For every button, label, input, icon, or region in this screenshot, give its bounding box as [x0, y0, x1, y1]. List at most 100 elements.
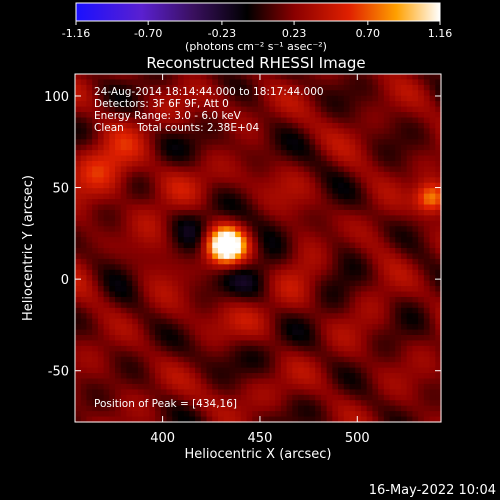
heatmap-cell: [172, 133, 179, 140]
heatmap-cell: [349, 373, 356, 380]
heatmap-cell: [172, 340, 179, 347]
heatmap-cell: [200, 101, 208, 108]
heatmap-cell: [395, 74, 402, 81]
heatmap-cell: [423, 253, 431, 260]
heatmap-cell: [132, 133, 139, 140]
heatmap-cell: [400, 155, 408, 162]
heatmap-cell: [115, 324, 122, 331]
heatmap-cell: [303, 182, 311, 189]
heatmap-cell: [212, 128, 219, 135]
heatmap-cell: [103, 416, 110, 423]
heatmap-cell: [229, 324, 236, 331]
heatmap-cell: [360, 215, 368, 222]
heatmap-cell: [309, 74, 316, 81]
heatmap-cell: [389, 133, 396, 140]
heatmap-cell: [423, 356, 431, 363]
heatmap-cell: [103, 90, 110, 97]
heatmap-cell: [338, 291, 345, 298]
heatmap-cell: [143, 215, 150, 222]
heatmap-cell: [92, 112, 99, 119]
heatmap-cell: [97, 139, 105, 146]
heatmap-cell: [86, 329, 93, 336]
heatmap-cell: [418, 79, 425, 86]
heatmap-cell: [160, 237, 168, 244]
heatmap-cell: [80, 177, 88, 184]
heatmap-cell: [298, 340, 305, 347]
heatmap-cell: [372, 318, 379, 325]
heatmap-cell: [132, 112, 139, 119]
heatmap-cell: [195, 101, 202, 108]
heatmap-cell: [378, 204, 385, 211]
heatmap-cell: [252, 340, 259, 347]
heatmap-cell: [217, 166, 225, 173]
heatmap-cell: [292, 182, 299, 189]
heatmap-cell: [338, 253, 345, 260]
heatmap-cell: [103, 112, 110, 119]
heatmap-cell: [109, 122, 116, 129]
heatmap-cell: [177, 150, 185, 157]
heatmap-cell: [86, 248, 93, 255]
heatmap-cell: [338, 248, 345, 255]
heatmap-cell: [349, 166, 356, 173]
heatmap-cell: [189, 84, 196, 91]
heatmap-cell: [97, 101, 105, 108]
heatmap-cell: [378, 248, 385, 255]
heatmap-cell: [115, 389, 122, 396]
heatmap-cell: [366, 367, 373, 374]
heatmap-cell: [86, 133, 93, 140]
heatmap-cell: [172, 286, 179, 293]
heatmap-cell: [378, 242, 385, 249]
heatmap-cell: [320, 383, 328, 390]
heatmap-cell: [275, 112, 282, 119]
heatmap-cell: [349, 101, 356, 108]
heatmap-cell: [338, 128, 345, 135]
heatmap-cell: [92, 291, 99, 298]
heatmap-cell: [240, 95, 248, 102]
heatmap-cell: [378, 95, 385, 102]
heatmap-cell: [240, 318, 248, 325]
heatmap-cell: [115, 237, 122, 244]
heatmap-cell: [206, 296, 213, 303]
heatmap-cell: [406, 307, 414, 314]
heatmap-cell: [395, 405, 402, 412]
heatmap-cell: [120, 122, 128, 129]
heatmap-cell: [103, 161, 110, 168]
heatmap-cell: [280, 345, 288, 352]
heatmap-cell: [275, 340, 282, 347]
heatmap-cell: [303, 155, 311, 162]
heatmap-cell: [383, 237, 391, 244]
heatmap-cell: [263, 193, 271, 200]
heatmap-cell: [137, 362, 145, 369]
heatmap-cell: [115, 139, 122, 146]
colorbar-tick-label: 0.23: [282, 27, 307, 40]
heatmap-cell: [435, 302, 442, 309]
heatmap-cell: [303, 318, 311, 325]
heatmap-cell: [292, 269, 299, 276]
heatmap-cell: [126, 383, 133, 390]
heatmap-cell: [206, 248, 213, 255]
heatmap-cell: [286, 405, 293, 412]
heatmap-cell: [343, 291, 351, 298]
heatmap-cell: [155, 166, 162, 173]
heatmap-cell: [155, 264, 162, 271]
heatmap-cell: [166, 117, 173, 124]
heatmap-cell: [75, 150, 82, 157]
heatmap-cell: [177, 84, 185, 91]
heatmap-cell: [172, 177, 179, 184]
heatmap-cell: [258, 275, 265, 282]
heatmap-cell: [280, 171, 288, 178]
heatmap-cell: [400, 356, 408, 363]
heatmap-cell: [217, 248, 225, 255]
heatmap-cell: [429, 220, 436, 227]
heatmap-cell: [195, 155, 202, 162]
heatmap-cell: [86, 106, 93, 113]
heatmap-cell: [149, 416, 156, 423]
heatmap-cell: [212, 95, 219, 102]
heatmap-cell: [338, 95, 345, 102]
heatmap-cell: [395, 373, 402, 380]
heatmap-cell: [132, 345, 139, 352]
heatmap-cell: [343, 220, 351, 227]
heatmap-cell: [155, 171, 162, 178]
heatmap-cell: [246, 335, 253, 342]
heatmap-cell: [320, 356, 328, 363]
